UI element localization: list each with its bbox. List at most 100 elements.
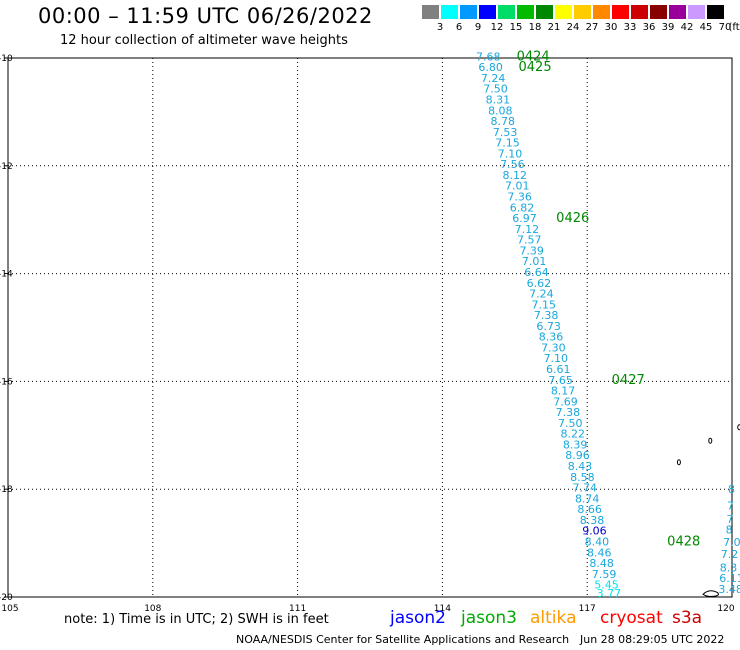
lat-label: -18	[0, 485, 13, 495]
legend-label: 33	[623, 22, 637, 33]
pass-time-label: 0424	[517, 49, 550, 64]
wave-height-value: 7.50	[558, 417, 583, 430]
satellite-s3a: s3a	[672, 608, 703, 628]
wave-height-value: 8.74	[575, 492, 600, 505]
lon-label: 114	[434, 604, 451, 614]
wave-height-value: 7.01	[522, 255, 547, 268]
legend-label: 6	[455, 22, 463, 33]
lat-label: -10	[0, 54, 13, 64]
lat-label: -12	[0, 162, 13, 172]
satellite-cryosat: cryosat	[600, 608, 663, 628]
wave-height-value: 7	[727, 499, 734, 512]
wave-height-value: 7.38	[556, 406, 581, 419]
legend-swatch	[422, 5, 439, 19]
wave-height-value: 7.65	[548, 374, 573, 387]
legend-label: 9	[474, 22, 482, 33]
wave-height-value: 8.31	[486, 94, 511, 107]
wave-height-value: 8.17	[551, 385, 576, 398]
legend-swatch	[631, 5, 648, 19]
legend-label: 45	[699, 22, 713, 33]
pass-time-label: 0427	[612, 373, 645, 388]
wave-height-value: 8.22	[560, 428, 585, 441]
legend-unit: (ft)	[728, 22, 740, 33]
wave-height-value: 7.24	[529, 288, 554, 301]
wave-height-value: 6.64	[524, 266, 549, 279]
legend-swatch	[669, 5, 686, 19]
legend-swatch	[479, 5, 496, 19]
wave-height-value: 7.15	[495, 137, 520, 150]
satellite-jason2: jason2	[390, 608, 446, 628]
wave-height-value: 7.10	[498, 147, 523, 160]
wave-height-value: 7.74	[573, 482, 598, 495]
wave-height-value: 7.59	[592, 568, 617, 581]
legend-label: 24	[566, 22, 580, 33]
wave-height-value: 8	[726, 524, 733, 537]
wave-height-value: 7.39	[519, 244, 544, 257]
satellite-altika: altika	[530, 608, 577, 628]
pass-time-label: 0426	[556, 211, 589, 226]
wave-height-value: 6.97	[512, 212, 537, 225]
wave-height-value: 7.30	[541, 341, 566, 354]
wave-height-value: 8.40	[585, 535, 610, 548]
island-outline	[737, 424, 740, 431]
legend-swatch	[707, 5, 724, 19]
legend-swatch	[498, 5, 515, 19]
wave-height-value: 8.36	[539, 331, 564, 344]
legend-swatch	[593, 5, 610, 19]
wave-height-value: 8.39	[563, 438, 588, 451]
wave-height-value: 7.57	[517, 234, 542, 247]
wave-height-value: 7.24	[481, 72, 506, 85]
wave-height-value: 7.36	[507, 191, 532, 204]
wave-height-value: 8.96	[565, 449, 590, 462]
wave-height-value: 3.48	[718, 583, 740, 596]
legend-label: 12	[490, 22, 504, 33]
wave-height-value: 8.66	[577, 503, 602, 516]
wave-height-value: 5.45	[594, 579, 619, 592]
wave-height-value: 7.68	[476, 50, 501, 63]
wave-height-value: 7.0	[723, 536, 740, 549]
wave-height-value: 7.53	[493, 126, 518, 139]
wave-height-value: 8.3	[720, 561, 738, 574]
lon-label: 117	[579, 604, 596, 614]
lat-label: -20	[0, 593, 13, 603]
pass-time-label: 0428	[667, 534, 700, 549]
legend-label: 36	[642, 22, 656, 33]
legend-swatch	[460, 5, 477, 19]
wave-height-value: 7	[727, 513, 734, 526]
wave-height-value: 7.15	[532, 298, 557, 311]
wave-height-value: 8.12	[503, 169, 528, 182]
legend-label: 3	[436, 22, 444, 33]
legend-swatch	[612, 5, 629, 19]
map-frame	[7, 57, 733, 598]
wave-height-value: 7.2	[721, 548, 739, 561]
wave-height-value: 8.43	[568, 460, 593, 473]
wave-height-value: 8.38	[580, 514, 605, 527]
wave-height-value: 9.06	[582, 525, 607, 538]
lat-label: -16	[0, 377, 13, 387]
wave-height-value: 8.08	[488, 104, 513, 117]
legend-swatch	[517, 5, 534, 19]
wave-height-value: 6.80	[478, 61, 503, 74]
wave-height-value: 7.69	[553, 395, 578, 408]
wave-height-value: 8	[728, 483, 735, 496]
legend-swatch	[574, 5, 591, 19]
satellite-jason3: jason3	[461, 608, 517, 628]
wave-height-value: 8.48	[589, 557, 614, 570]
wave-height-value: 6.11	[719, 572, 740, 585]
wave-height-value: 7.38	[534, 309, 559, 322]
legend-label: 42	[680, 22, 694, 33]
lon-label: 105	[1, 604, 18, 614]
legend-label: 15	[509, 22, 523, 33]
wave-height-value: 7.50	[483, 83, 508, 96]
legend-swatch	[441, 5, 458, 19]
page-title: 00:00 – 11:59 UTC 06/26/2022	[38, 4, 373, 28]
lon-label: 111	[289, 604, 306, 614]
legend-swatch	[555, 5, 572, 19]
legend-label: 18	[528, 22, 542, 33]
legend-label: 39	[661, 22, 675, 33]
wave-height-value: 7.56	[500, 158, 525, 171]
legend-label: 27	[585, 22, 599, 33]
legend-swatch	[650, 5, 667, 19]
page-subtitle: 12 hour collection of altimeter wave hei…	[60, 33, 348, 48]
